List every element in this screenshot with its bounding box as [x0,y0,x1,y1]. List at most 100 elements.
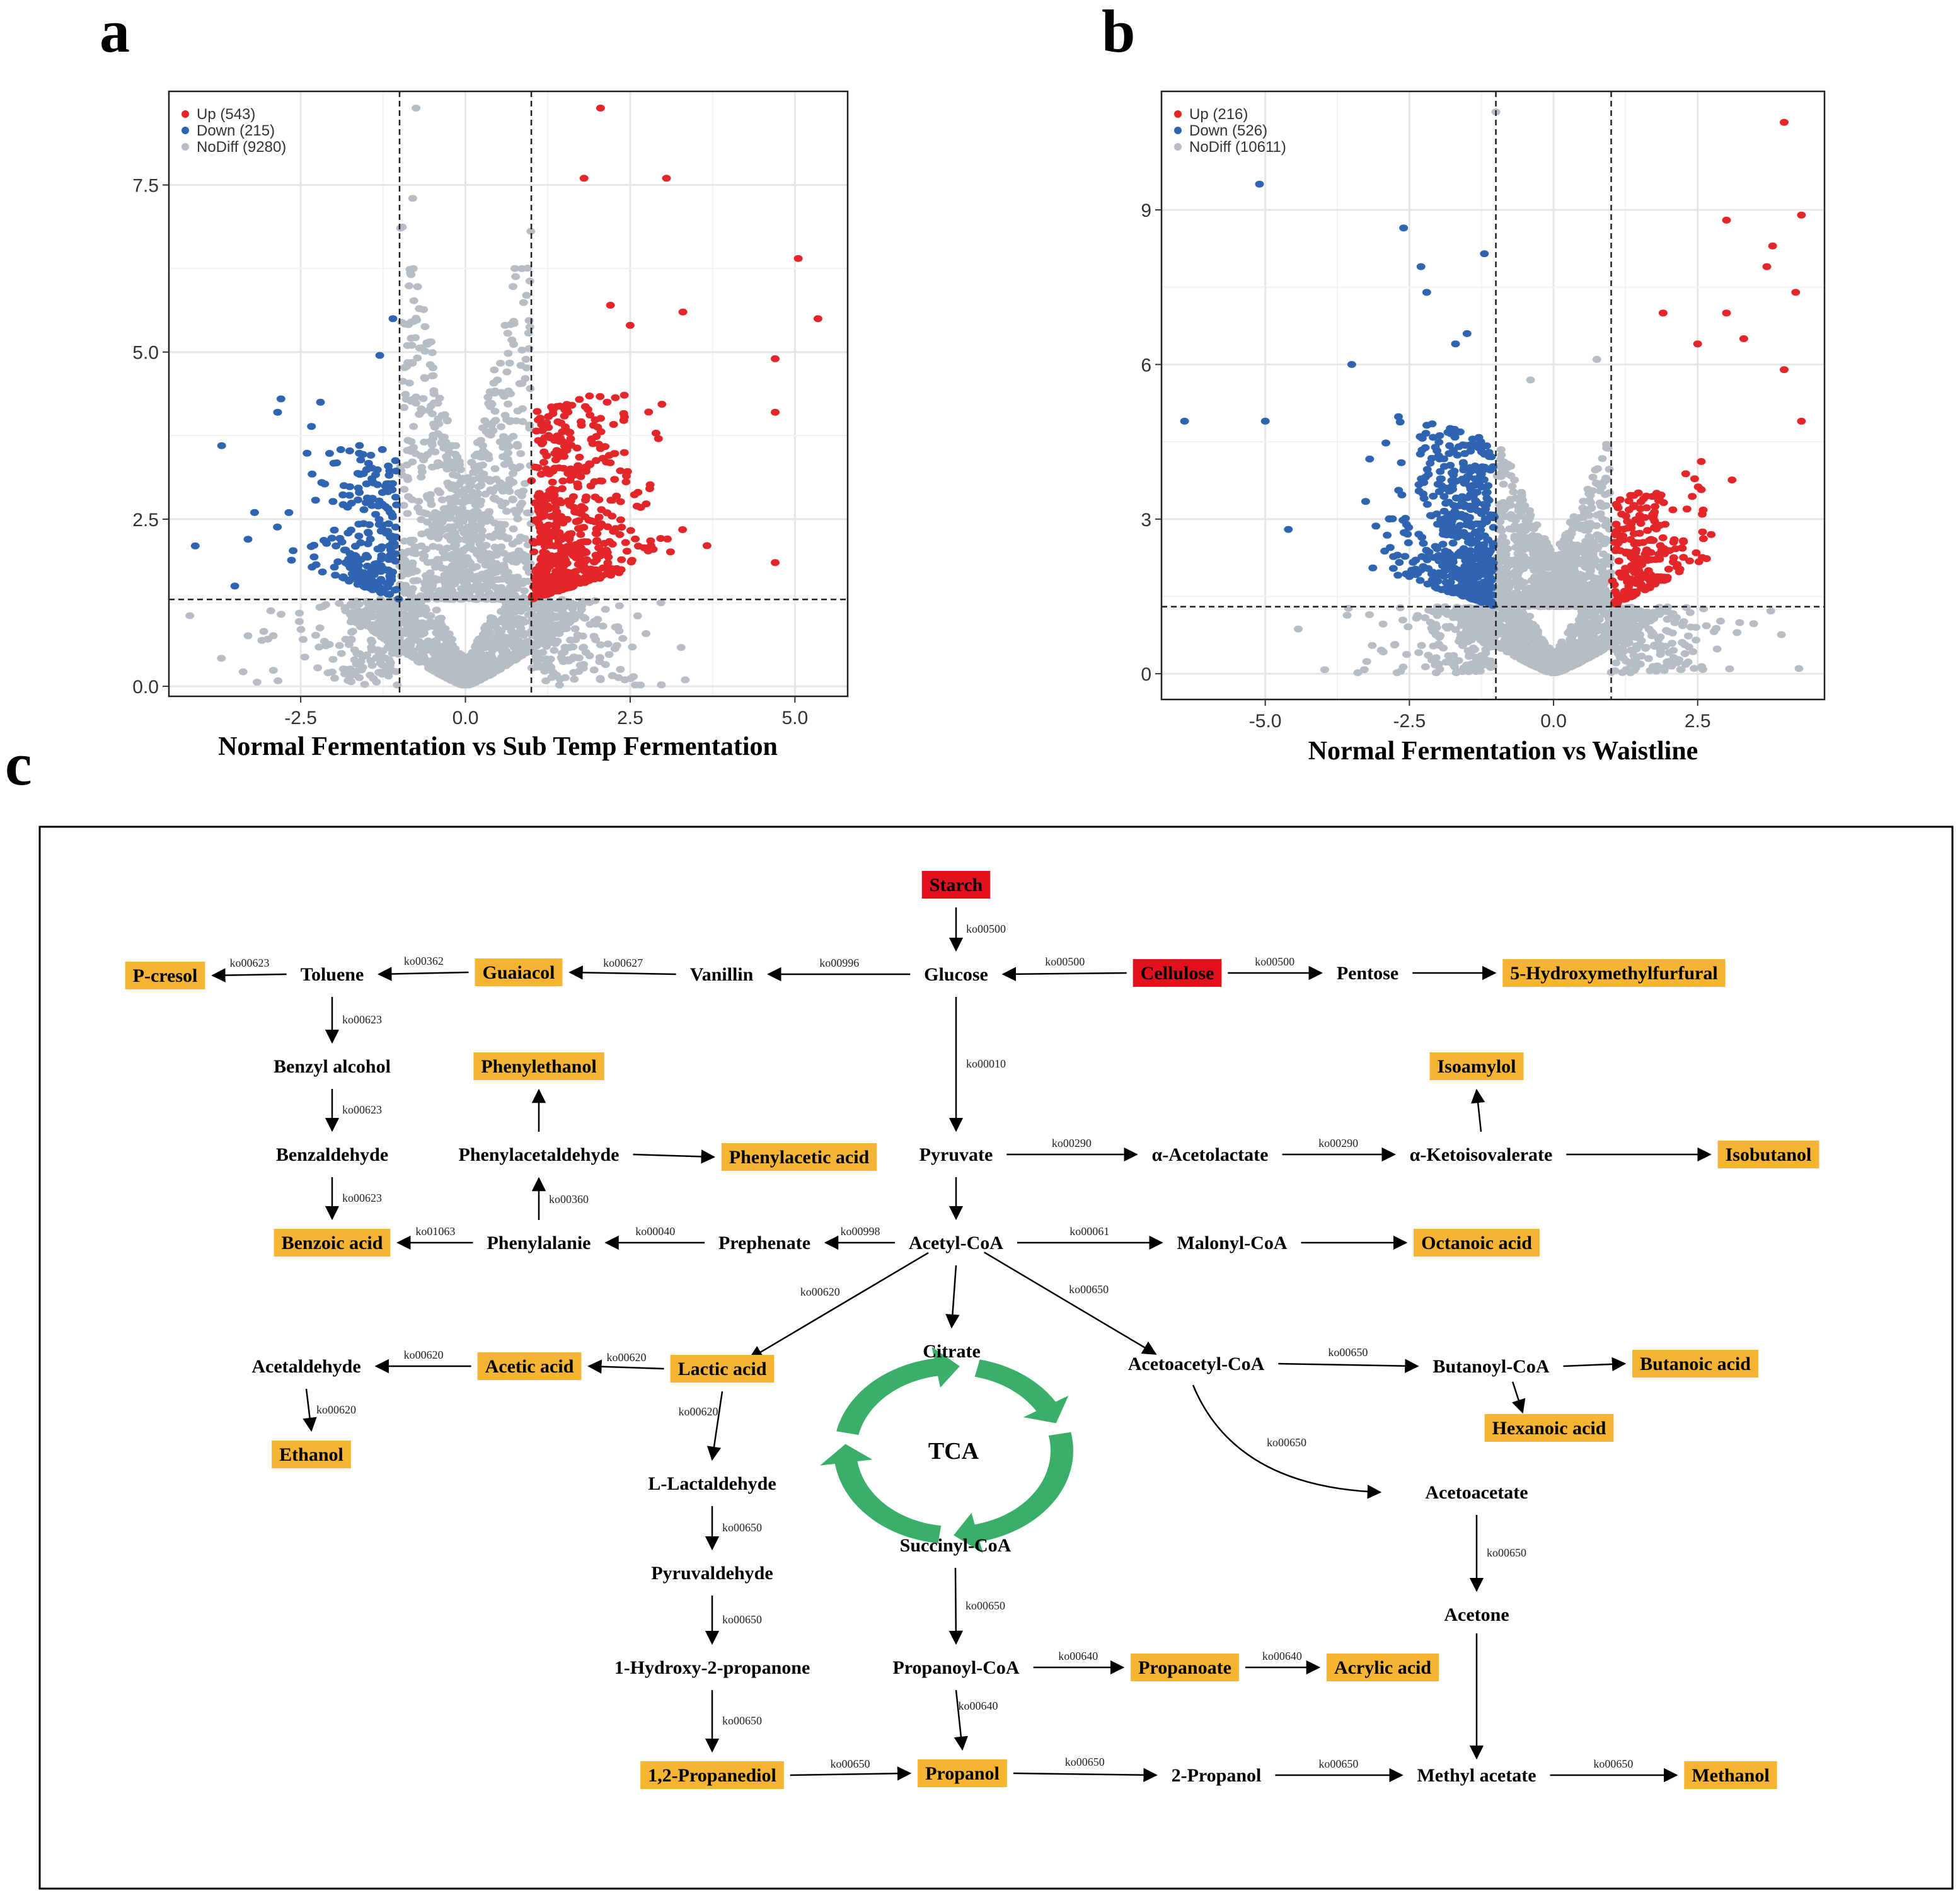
point-nodiff [403,447,412,454]
point-nodiff [415,305,424,313]
point-nodiff [360,681,369,688]
point-nodiff [445,648,454,655]
point-down [336,446,345,453]
point-down [387,532,396,540]
point-nodiff [490,519,499,527]
point-up [567,581,576,589]
point-nodiff [335,642,344,649]
panel-letter-b: b [1102,0,1135,65]
point-nodiff [1591,480,1601,487]
point-nodiff [497,575,507,583]
point-nodiff [406,438,416,446]
point-nodiff [1586,567,1595,575]
point-up [656,535,666,542]
point-nodiff [417,344,427,352]
point-up [535,490,544,497]
point-down [341,559,350,567]
point-nodiff [405,282,413,290]
point-up [620,449,629,456]
point-nodiff [1596,510,1605,517]
point-down [355,442,364,449]
point-nodiff [561,601,570,608]
point-up [651,429,660,437]
point-nodiff [390,628,400,635]
point-nodiff [412,105,421,112]
point-up [616,498,625,505]
point-nodiff [358,664,367,671]
point-nodiff [490,495,500,502]
point-up [534,520,544,527]
point-nodiff [446,589,456,597]
point-nodiff [1512,544,1521,551]
point-nodiff [399,502,408,509]
point-nodiff [347,635,356,643]
point-nodiff [378,601,387,608]
point-nodiff [443,479,453,486]
point-nodiff [420,604,430,612]
point-nodiff [500,321,510,329]
point-nodiff [452,472,461,480]
point-nodiff [1586,486,1595,494]
point-nodiff [463,554,471,561]
point-nodiff [414,498,424,505]
point-nodiff [408,559,417,567]
point-nodiff [400,404,409,411]
legend-swatch [182,143,189,151]
point-nodiff [405,379,414,387]
point-down [333,558,343,565]
point-nodiff [362,651,371,659]
point-nodiff [1538,571,1547,578]
point-nodiff [376,606,386,614]
point-nodiff [521,355,531,363]
point-up [574,543,582,550]
point-nodiff [483,638,492,646]
point-nodiff [451,486,461,494]
point-nodiff [490,366,499,374]
x-tick-label: 2.5 [617,708,643,728]
point-nodiff [1421,663,1430,670]
point-nodiff [585,621,595,628]
point-down [316,398,325,406]
point-nodiff [425,338,434,346]
point-nodiff [472,572,481,580]
point-nodiff [391,668,401,676]
point-nodiff [355,674,364,681]
point-nodiff [427,463,437,471]
point-nodiff [367,643,376,651]
point-up [771,559,780,567]
point-up [582,493,591,501]
point-up [585,392,594,400]
point-up [621,478,631,486]
point-nodiff [555,623,564,631]
point-up [622,472,631,480]
point-nodiff [579,614,589,621]
point-nodiff [633,612,642,619]
point-up [567,401,577,409]
point-down [190,542,200,549]
point-nodiff [1725,665,1734,672]
point-nodiff [1441,623,1451,630]
point-down [391,457,400,464]
point-up [570,471,579,479]
point-nodiff [570,625,580,633]
point-nodiff [456,681,465,688]
point-nodiff [485,589,494,597]
point-nodiff [1404,623,1413,631]
point-down [387,576,396,584]
point-nodiff [500,461,509,468]
legend-swatch [182,110,189,118]
point-nodiff [442,674,452,682]
point-nodiff [1392,669,1402,676]
x-tick-label: -2.5 [284,708,317,728]
point-nodiff [1518,615,1528,623]
point-nodiff [417,473,426,481]
point-nodiff [1378,620,1388,628]
point-up [609,450,619,457]
legend-label: NoDiff (9280) [197,139,286,156]
point-nodiff [475,499,485,507]
point-nodiff [453,556,462,564]
point-nodiff [521,649,531,657]
point-nodiff [442,554,452,561]
point-up [585,460,594,468]
point-nodiff [468,655,477,663]
